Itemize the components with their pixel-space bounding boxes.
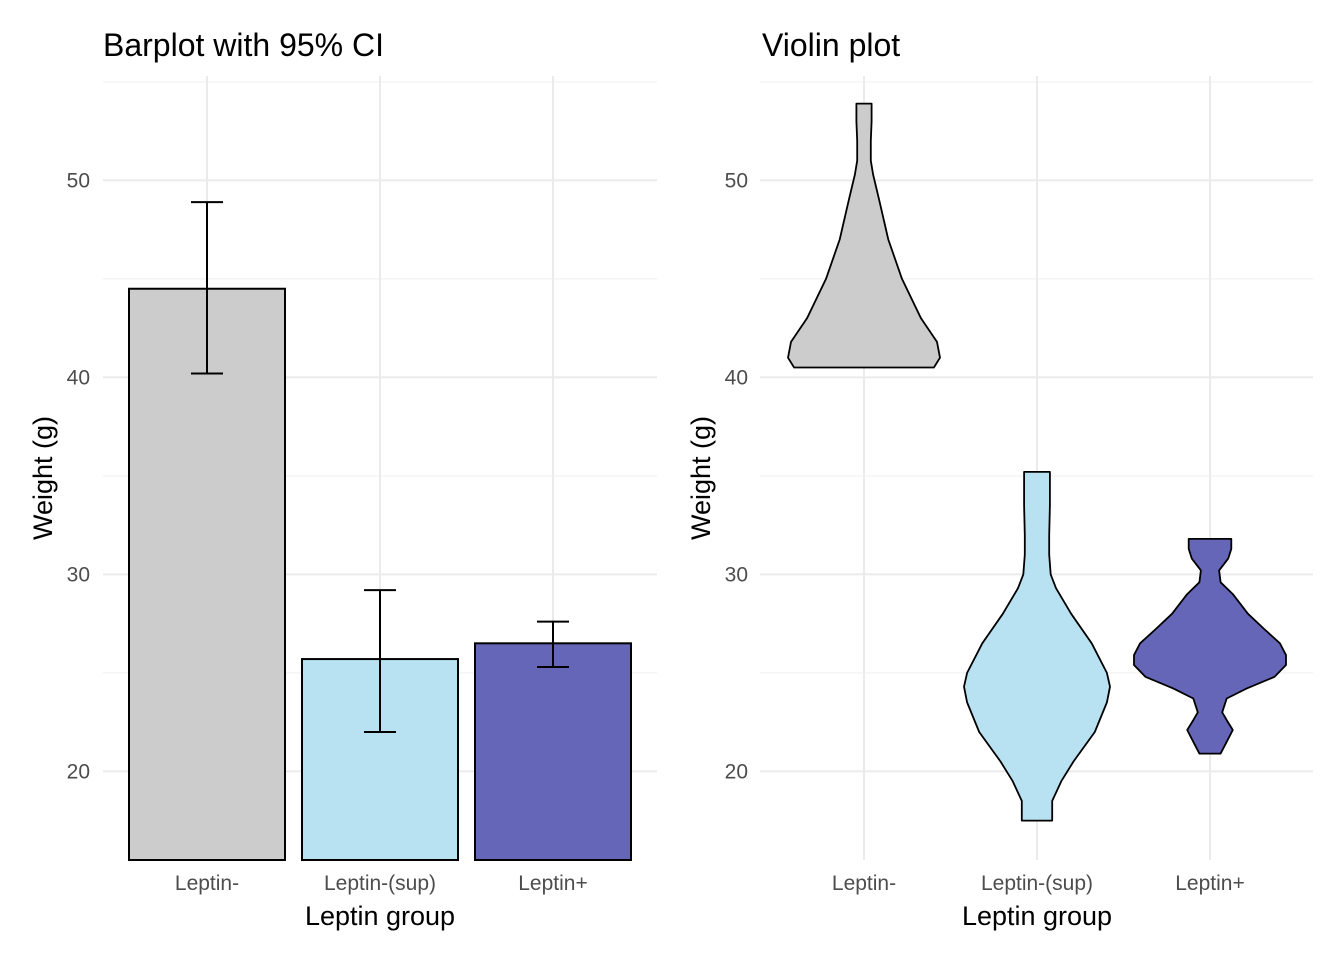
x-axis-title: Leptin group	[962, 901, 1112, 931]
violin-panel: 20 30 40 50 Leptin- Leptin-(sup) Leptin+ Violin…	[686, 27, 1313, 931]
x-tick-label: Leptin-	[832, 872, 896, 895]
y-tick-label: 30	[725, 563, 748, 586]
bar	[128, 287, 286, 861]
barplot-panel: 20 30 40 50 Leptin- Leptin-(sup) Leptin+ Barplo…	[28, 27, 657, 931]
chart-title: Violin plot	[762, 27, 900, 63]
x-axis-title: Leptin group	[305, 901, 455, 931]
y-tick-label: 50	[725, 169, 748, 192]
x-tick-label: Leptin-(sup)	[981, 872, 1093, 895]
y-tick-label: 40	[67, 366, 90, 389]
y-tick-label: 50	[67, 169, 90, 192]
y-tick-label: 40	[725, 366, 748, 389]
y-axis-title: Weight (g)	[28, 416, 58, 540]
violin-shape	[1133, 538, 1287, 755]
x-tick-label: Leptin-(sup)	[324, 872, 436, 895]
x-tick-label: Leptin+	[1175, 872, 1244, 895]
y-axis-title: Weight (g)	[686, 416, 716, 540]
y-tick-label: 30	[67, 563, 90, 586]
y-tick-label: 20	[725, 760, 748, 783]
violin-shape	[787, 102, 941, 369]
violin-shape	[963, 471, 1111, 822]
y-tick-label: 20	[67, 760, 90, 783]
bar	[474, 642, 632, 861]
x-tick-label: Leptin+	[518, 872, 587, 895]
chart-title: Barplot with 95% CI	[103, 27, 384, 63]
x-tick-label: Leptin-	[175, 872, 239, 895]
